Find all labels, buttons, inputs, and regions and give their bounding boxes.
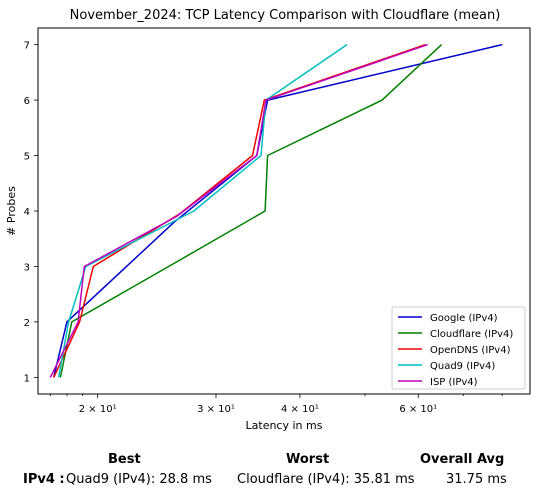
series-line-4 xyxy=(57,43,348,378)
y-tick-label: 3 xyxy=(24,262,30,273)
x-tick-label: 6 × 10¹ xyxy=(399,404,437,415)
series-line-1 xyxy=(52,43,503,378)
legend-entry: OpenDNS (IPv4) xyxy=(430,345,511,356)
worst-header: Worst xyxy=(286,452,330,467)
legend-entry: Quad9 (IPv4) xyxy=(430,361,495,372)
ipv4-row-label: IPv4 : xyxy=(23,472,65,487)
x-axis-label: Latency in ms xyxy=(246,419,323,432)
legend-entry: Google (IPv4) xyxy=(430,313,498,324)
series-line-2 xyxy=(59,44,443,378)
overall-avg-value: 31.75 ms xyxy=(446,472,507,487)
worst-value: Cloudflare (IPv4): 35.81 ms xyxy=(237,472,415,487)
y-tick-label: 5 xyxy=(24,152,30,163)
best-header: Best xyxy=(108,452,141,467)
x-tick-label: 2 × 10¹ xyxy=(79,404,117,415)
chart-legend: Google (IPv4) Cloudflare (IPv4) OpenDNS (I… xyxy=(391,306,526,390)
y-tick-label: 2 xyxy=(24,318,30,329)
chart-title: November_2024: TCP Latency Comparison wi… xyxy=(70,8,501,23)
series-line-3 xyxy=(53,43,426,378)
y-tick-label: 6 xyxy=(24,96,30,107)
y-tick-label: 4 xyxy=(24,207,30,218)
y-axis-label: # Probes xyxy=(5,186,18,236)
plot-frame xyxy=(37,27,531,395)
x-tick-label: 4 × 10¹ xyxy=(281,404,319,415)
legend-entry: Cloudflare (IPv4) xyxy=(430,329,513,340)
series-line-5 xyxy=(49,43,429,378)
overall-avg-header: Overall Avg xyxy=(420,452,505,467)
best-value: Quad9 (IPv4): 28.8 ms xyxy=(66,472,212,487)
x-tick-label: 3 × 10¹ xyxy=(197,404,235,415)
legend-entry: ISP (IPv4) xyxy=(430,377,478,388)
y-tick-label: 7 xyxy=(24,41,30,52)
y-tick-label: 1 xyxy=(24,373,30,384)
legend-box xyxy=(391,306,526,390)
